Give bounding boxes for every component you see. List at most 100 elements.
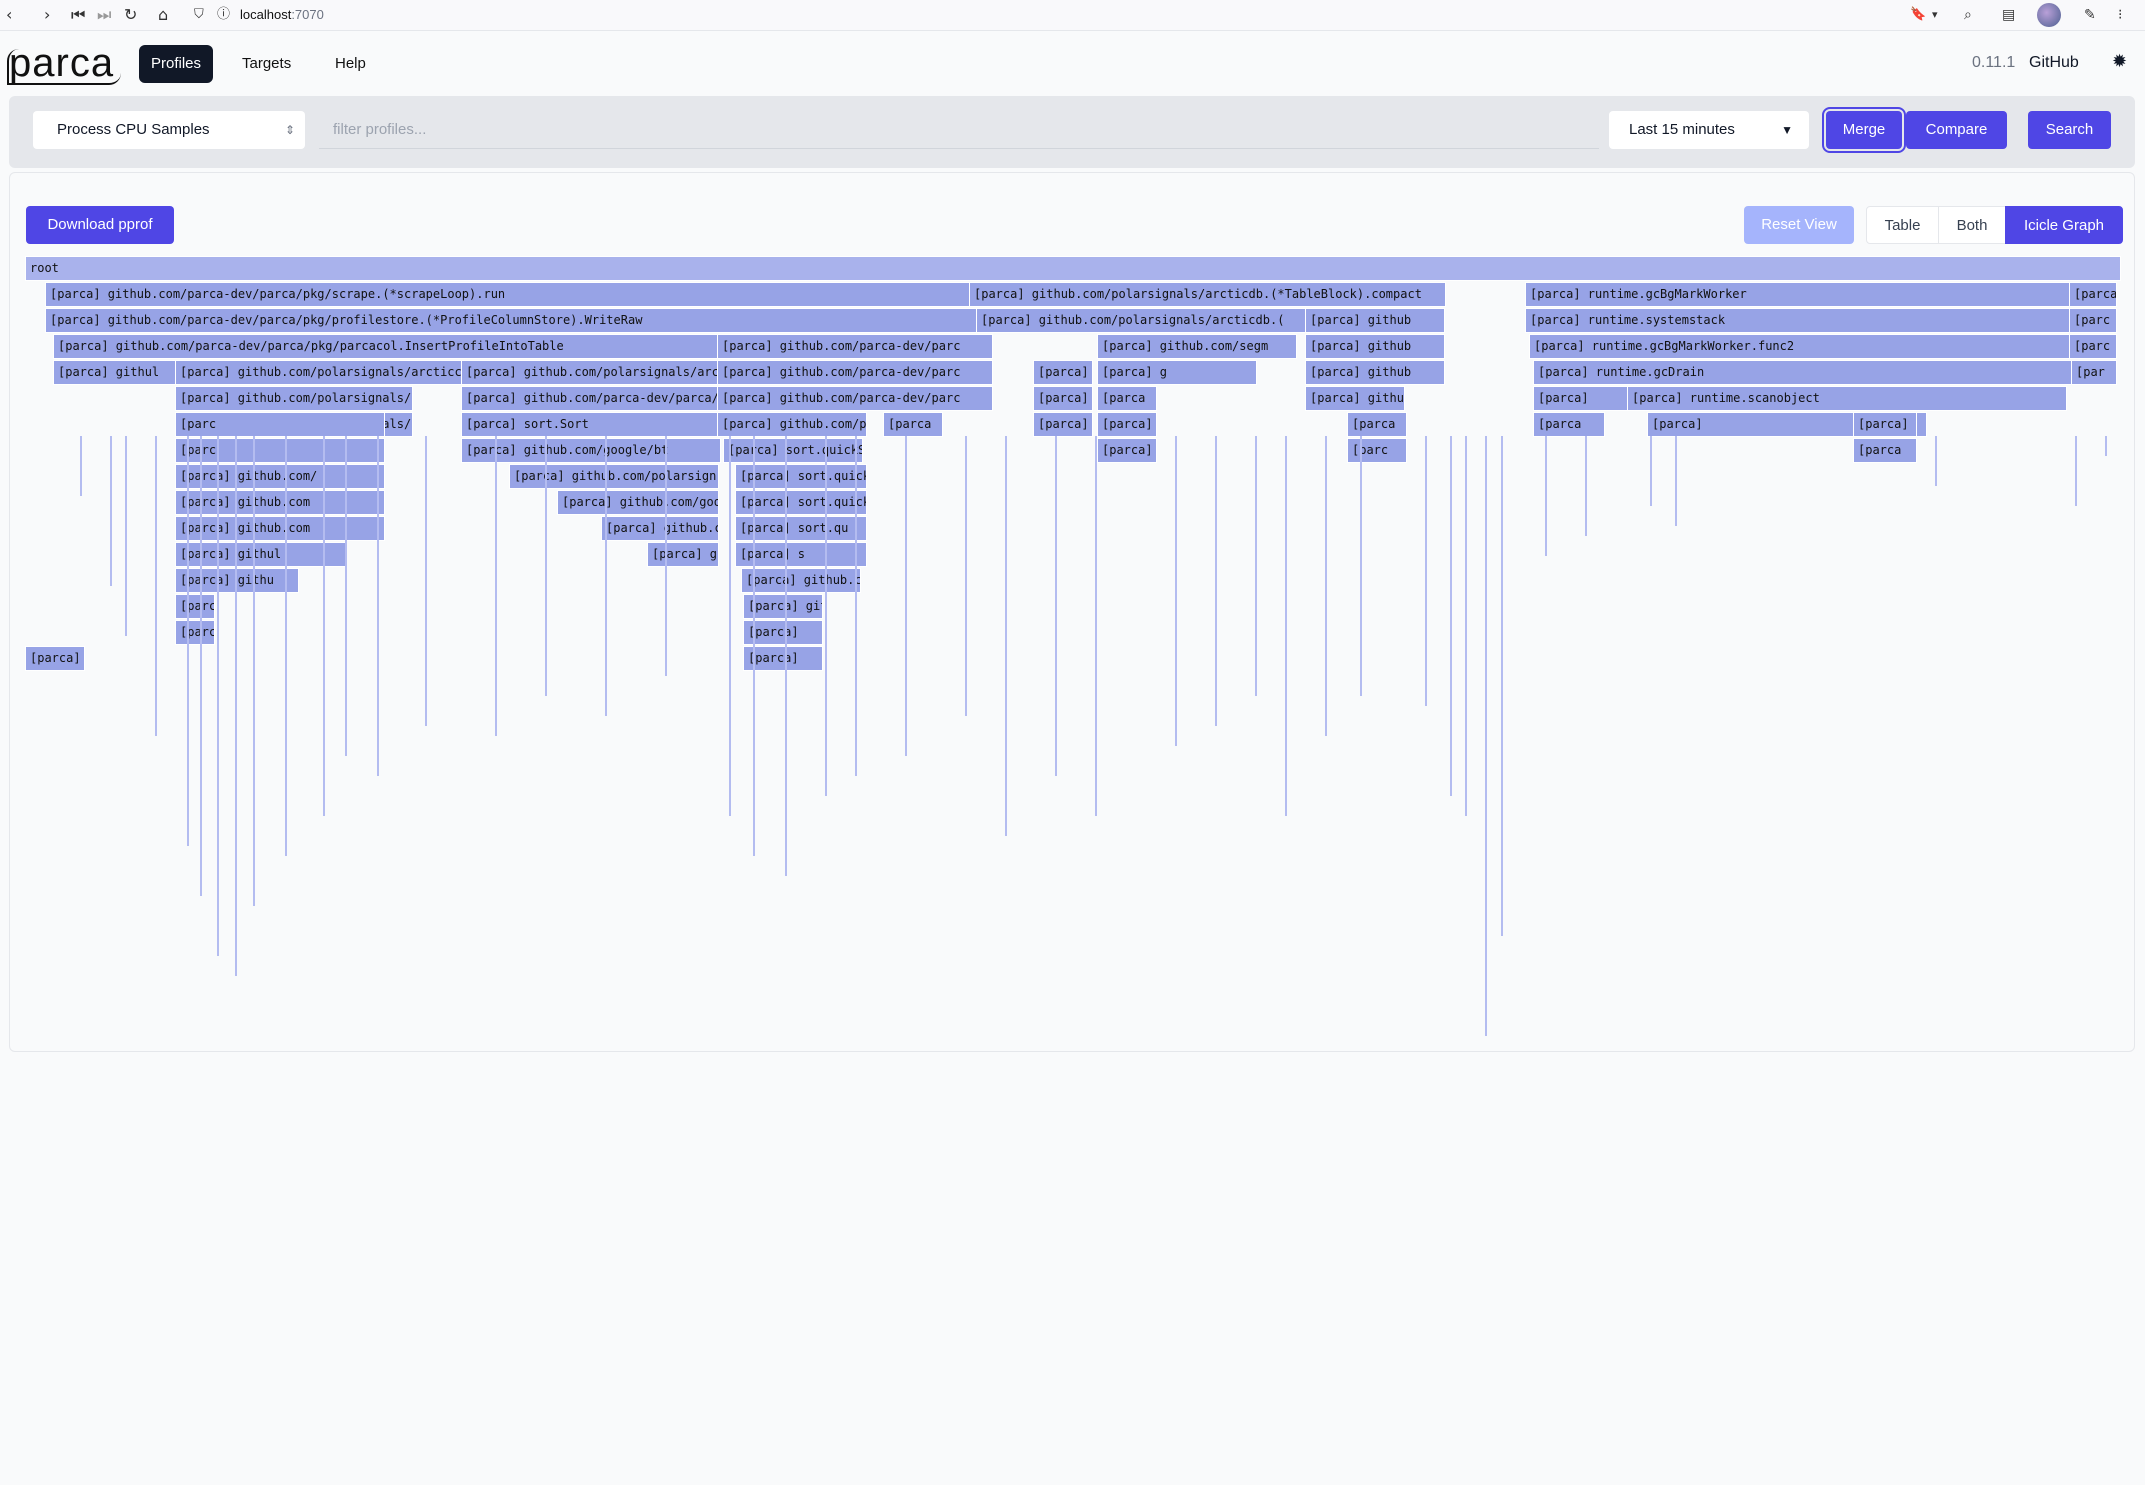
compare-button[interactable]: Compare (1906, 111, 2007, 149)
flame-frame[interactable]: [parca] sort.quickSort (735, 490, 867, 515)
view-both-button[interactable]: Both (1938, 206, 2006, 244)
flame-frame[interactable]: [parca] github.c (743, 594, 823, 619)
flame-frame[interactable]: [parca] runtime.gcBgMarkWorker (1525, 282, 2089, 307)
flame-frame[interactable]: [parca] github.com/parca-dev/parca/pkg/p… (53, 334, 743, 359)
flame-frame[interactable]: [parca] github.com (175, 490, 385, 515)
skip-forward-icon[interactable]: ⏭ (97, 5, 112, 24)
flame-frame[interactable]: [parca] github.com/segm (1097, 334, 1297, 359)
profile-type-select[interactable]: Process CPU Samples ⇕ (33, 111, 305, 149)
bookmark-icon[interactable]: 🔖 (1910, 7, 1927, 22)
info-icon[interactable]: ⓘ (217, 7, 231, 22)
flame-frame[interactable]: [parca] github.com/google/ (647, 542, 719, 567)
forward-icon[interactable]: › (44, 5, 51, 24)
flame-frame[interactable]: [parca] (1097, 412, 1157, 437)
flame-frame[interactable]: [parc (175, 438, 385, 463)
flame-frame[interactable]: [parca] s (735, 542, 867, 567)
flame-frame[interactable]: [parca] githul (53, 360, 189, 385)
theme-toggle-sun-icon[interactable]: ✹ (2112, 51, 2128, 71)
merge-button[interactable]: Merge (1822, 107, 1906, 153)
filter-profiles-input[interactable]: filter profiles... (319, 111, 1599, 149)
time-range-select[interactable]: Last 15 minutes ▼ (1609, 111, 1809, 149)
extension-icon[interactable]: ✎ (2084, 7, 2096, 23)
flame-frame[interactable]: [parca] g (1097, 360, 1257, 385)
flame-frame[interactable]: [parca] (1533, 386, 1637, 411)
flame-frame[interactable]: [parca] githu (175, 568, 299, 593)
flame-frame[interactable]: [parca] github.com/polarsignals/arcticdb… (969, 282, 1446, 307)
shield-icon[interactable]: ⛉ (194, 7, 204, 22)
flame-frame[interactable]: [parca] github (1305, 360, 1445, 385)
flame-frame[interactable]: [parca] github.com/parca-dev/parca/pkg/s… (45, 282, 993, 307)
flame-frame[interactable]: [parca] githul (175, 542, 347, 567)
reload-icon[interactable]: ↻ (124, 5, 138, 24)
flame-frame[interactable]: [parca] github.com/goog (741, 568, 861, 593)
flame-frame[interactable]: [parca (1533, 412, 1605, 437)
flame-frame[interactable]: [parca] (1033, 386, 1093, 411)
profile-avatar[interactable] (2037, 3, 2061, 27)
flame-frame[interactable]: [parca] github.com/google/bt (461, 438, 721, 463)
flame-frame[interactable]: [parca] github.com/polarsignals/ (175, 386, 413, 411)
flame-frame[interactable]: [parca] github.com/parca-dev/parc (717, 386, 993, 411)
flame-frame[interactable]: [parca] sort.qu (735, 516, 867, 541)
flame-frame[interactable]: [parca] runtime.systemstack (1525, 308, 2089, 333)
flame-frame[interactable]: [parca] sort.Sort (461, 412, 721, 437)
flame-frame[interactable]: [parca (1097, 386, 1157, 411)
flame-frame[interactable]: [parca] github.com/polarsignals/arc (461, 360, 721, 385)
flame-frame[interactable]: [parca] (175, 620, 215, 645)
flame-frame[interactable]: [parca] github.com/parca-dev/parca/pkg/p… (45, 308, 993, 333)
flame-frame[interactable]: [parca] github (1305, 334, 1445, 359)
flame-frame[interactable]: [parca] github.com/polarsign (509, 464, 719, 489)
flame-frame[interactable]: [parca] runtime.find (1853, 412, 1917, 437)
flame-frame[interactable]: [parca] github (1305, 308, 1445, 333)
flame-frame[interactable]: [parca (1853, 438, 1917, 463)
flame-frame[interactable]: [parca] sort.quickSort (735, 464, 867, 489)
flame-frame[interactable]: [parca] sort.quickSort (723, 438, 863, 463)
skip-back-icon[interactable]: ⏮ (71, 5, 86, 24)
menu-icon[interactable]: ⁝ (2118, 7, 2123, 23)
flame-frame[interactable]: [parca] (25, 646, 85, 671)
flame-frame[interactable]: [parca] github.com/google/bt (557, 490, 719, 515)
flame-frame[interactable]: [parca] (743, 620, 823, 645)
github-link[interactable]: GitHub (2029, 54, 2079, 71)
flame-frame[interactable]: [parca] github.com/parca-dev/parc (717, 360, 993, 385)
flame-frame[interactable]: [parca] github.com/parca-dev/parc (717, 334, 993, 359)
flame-frame[interactable]: [parc (2069, 308, 2117, 333)
frame-root[interactable]: root (25, 256, 2121, 281)
nav-help[interactable]: Help (335, 55, 366, 72)
flame-frame[interactable]: [parc (175, 412, 385, 437)
home-icon[interactable]: ⌂ (158, 5, 169, 24)
flame-frame[interactable]: [parca] githu (1305, 386, 1405, 411)
flame-frame[interactable]: [parc (2069, 334, 2117, 359)
dropdown-icon[interactable]: ▾ (1932, 8, 1938, 21)
flame-frame[interactable]: [parca] (1033, 360, 1093, 385)
nav-targets[interactable]: Targets (242, 55, 292, 72)
flame-frame[interactable]: [parca] github.com/ (175, 464, 385, 489)
flame-frame[interactable]: [parc (1347, 438, 1407, 463)
reset-view-button[interactable]: Reset View (1744, 206, 1854, 244)
flame-frame[interactable]: [parca] github.com/polarsignals/arcticdb… (976, 308, 1307, 333)
flame-frame[interactable]: [parca] runtime.scanobject (1627, 386, 2067, 411)
view-table-button[interactable]: Table (1866, 206, 1939, 244)
flame-frame[interactable]: [parca] github.com (175, 516, 385, 541)
flame-frame[interactable]: [parca] github.com/d (1097, 438, 1157, 463)
flame-frame[interactable]: [parca] github.com/parca-dev/parca/ (461, 386, 721, 411)
flame-frame[interactable]: [parca] github.com/google/b (601, 516, 719, 541)
flame-frame[interactable]: [parca (2069, 282, 2117, 307)
flame-frame[interactable]: [parca] (1033, 412, 1093, 437)
flame-frame[interactable]: [parca] runtime.gcDrain (1533, 360, 2089, 385)
flame-frame[interactable]: [parca] runtime.gcBgMarkWorker.func2 (1529, 334, 2089, 359)
flame-frame[interactable]: [parca] (743, 646, 823, 671)
address-bar[interactable]: localhost:7070 (240, 7, 324, 22)
nav-profiles[interactable]: Profiles (139, 45, 214, 83)
flame-frame[interactable]: [par (2071, 360, 2117, 385)
flame-frame[interactable]: [parca] github.com/pa (717, 412, 867, 437)
back-icon[interactable]: ‹ (6, 5, 13, 24)
flame-frame[interactable]: [parca (1347, 412, 1407, 437)
search-icon[interactable]: ⌕ (1964, 7, 1972, 23)
reader-icon[interactable]: ▤ (2002, 7, 2016, 23)
flame-frame[interactable]: [parca] github.com/polarsignals/arcticc (175, 360, 485, 385)
search-button[interactable]: Search (2028, 111, 2111, 149)
download-pprof-button[interactable]: Download pprof (26, 206, 174, 244)
parca-logo[interactable]: parca (6, 41, 122, 85)
flame-frame[interactable]: [parca (883, 412, 943, 437)
flame-frame[interactable]: [parca] (175, 594, 215, 619)
